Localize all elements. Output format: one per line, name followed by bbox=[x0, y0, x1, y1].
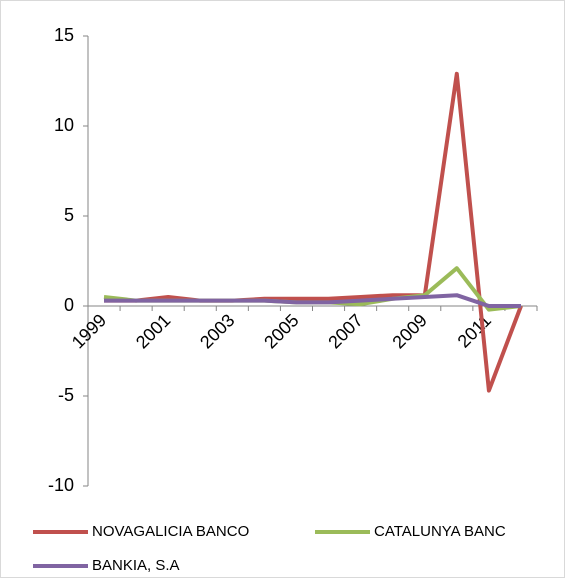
y-tick-label: -5 bbox=[58, 385, 74, 405]
y-tick-label: 5 bbox=[64, 205, 74, 225]
series-line bbox=[104, 71, 523, 393]
y-tick-label: 0 bbox=[64, 295, 74, 315]
series-line bbox=[104, 293, 521, 308]
y-tick-label: -10 bbox=[48, 475, 74, 495]
y-tick-label: 15 bbox=[54, 25, 74, 45]
legend-label: CATALUNYA BANC bbox=[374, 523, 506, 540]
legend-label: NOVAGALICIA BANCO bbox=[92, 523, 249, 540]
y-tick-label: 10 bbox=[54, 115, 74, 135]
legend-label: BANKIA, S.A bbox=[92, 557, 180, 574]
